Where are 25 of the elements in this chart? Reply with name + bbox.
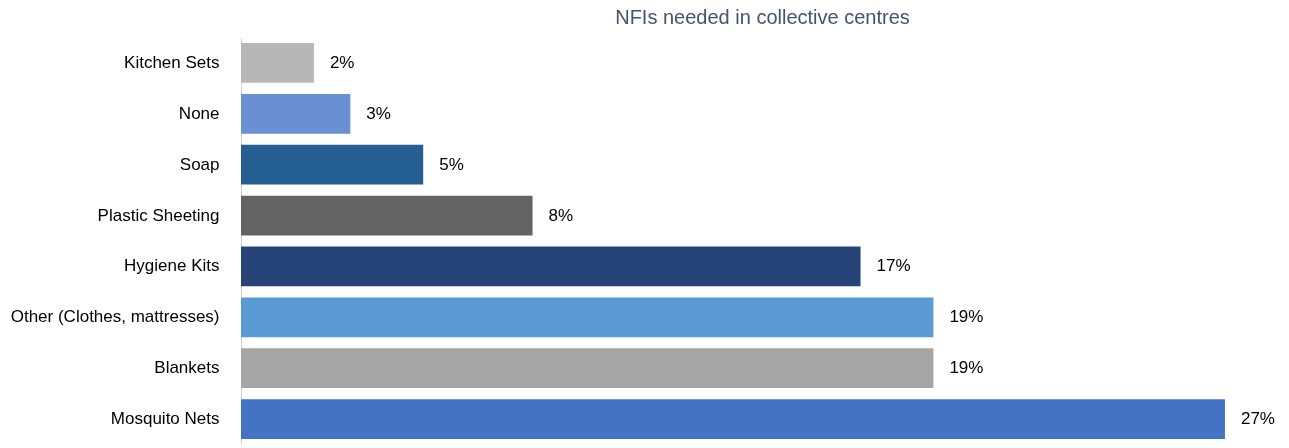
y-tick-label: Hygiene Kits (124, 256, 220, 276)
chart-title: NFIs needed in collective centres (615, 6, 910, 28)
bar (241, 348, 934, 389)
bar (241, 43, 314, 83)
data-label: 8% (548, 205, 574, 225)
data-label: 19% (949, 307, 984, 327)
y-tick-label: Kitchen Sets (124, 52, 220, 72)
bar (241, 195, 533, 236)
data-label: 17% (876, 256, 911, 276)
data-label: 5% (439, 154, 464, 174)
data-label: 2% (329, 52, 355, 72)
bar (241, 93, 351, 134)
bar (241, 297, 934, 338)
y-tick-label: Blankets (154, 358, 220, 378)
data-label: 3% (366, 103, 391, 123)
bar (241, 246, 861, 287)
y-tick-label: Other (Clothes, mattresses) (10, 307, 220, 327)
data-label: 19% (949, 358, 984, 378)
bar (241, 399, 1225, 439)
y-tick-label: None (178, 103, 220, 123)
bar (241, 144, 424, 185)
data-label: 27% (1240, 409, 1275, 429)
y-tick-label: Plastic Sheeting (97, 205, 220, 225)
y-tick-label: Mosquito Nets (110, 409, 220, 429)
y-tick-label: Soap (179, 154, 220, 174)
